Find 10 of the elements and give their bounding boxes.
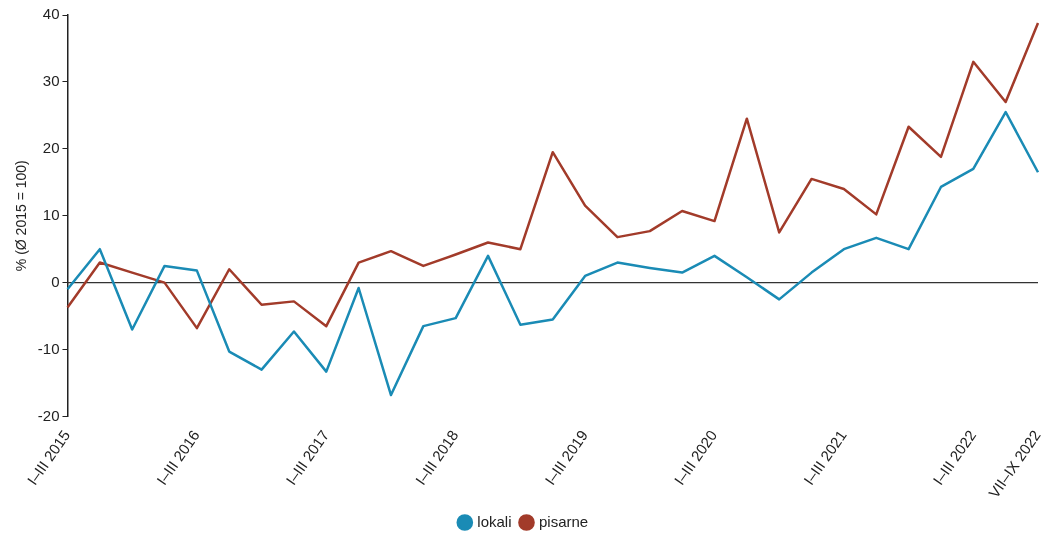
y-tick-label: 20 [42,138,60,156]
y-tick-label: 0 [51,272,60,290]
legend-label: lokali [477,512,512,530]
y-tick-label: -20 [37,406,60,424]
y-tick-label: 30 [42,72,60,90]
y-axis-title: % (Ø 2015 = 100) [13,160,30,272]
y-tick-label: 10 [42,205,60,223]
y-tick-label: -10 [37,339,60,357]
legend-label: pisarne [538,512,589,530]
y-tick-label: 40 [42,5,60,23]
